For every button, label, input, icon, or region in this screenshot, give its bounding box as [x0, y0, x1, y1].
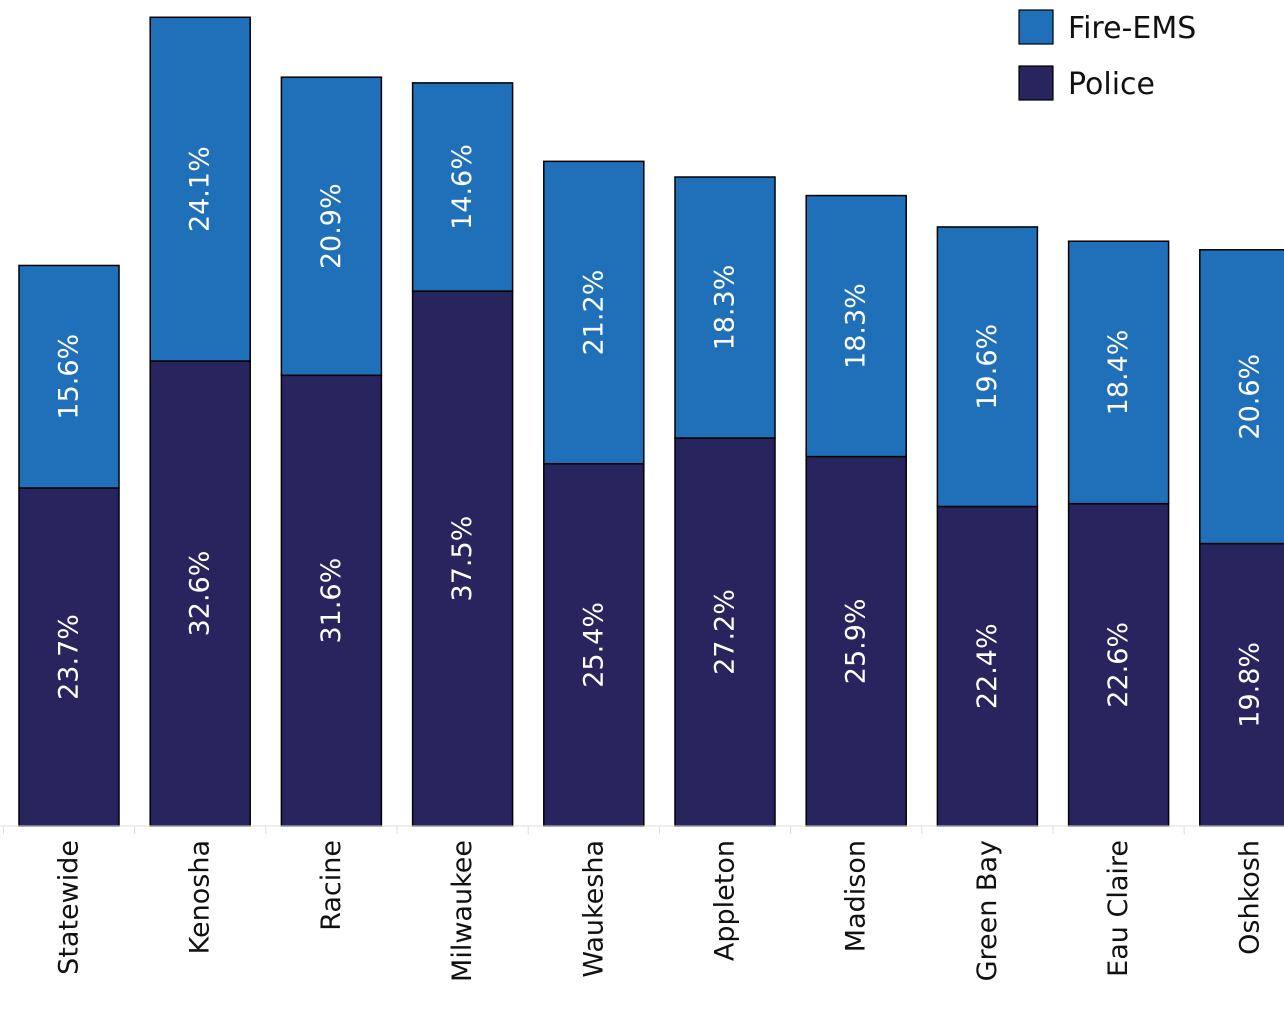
legend: Fire-EMS Police — [1018, 9, 1196, 102]
data-label-fire-ems-statewide: 15.6% — [54, 334, 85, 420]
tick-group — [2, 826, 1185, 834]
bar-fire-ems-racine — [280, 76, 383, 377]
data-label-police-oshkosh: 19.8% — [1234, 642, 1265, 728]
bar-group: 23.7% 15.6% 32.6% 24.1% 31.6% 20.9% 37.5% 14.6%… — [18, 16, 1284, 827]
legend-label-police: Police — [1068, 67, 1155, 102]
x-tick-label-kenosha: Kenosha — [185, 840, 216, 954]
bar-fire-ems-waukesha — [543, 160, 645, 465]
data-label-police-appleton: 27.2% — [710, 589, 741, 675]
data-label-fire-ems-green-bay: 19.6% — [972, 324, 1003, 410]
legend-swatch-police — [1018, 65, 1054, 101]
category-label-group: Statewide Kenosha Racine Milwaukee Waukesha A… — [54, 840, 1266, 982]
x-tick-label-waukesha: Waukesha — [578, 840, 609, 978]
bar-police-oshkosh — [1199, 542, 1284, 827]
bar-police-appleton — [674, 437, 776, 827]
data-label-police-green-bay: 22.4% — [972, 623, 1003, 709]
bar-police-green-bay — [936, 505, 1039, 827]
data-label-police-kenosha: 32.6% — [185, 551, 216, 637]
x-tick-label-eau-claire: Eau Claire — [1103, 840, 1134, 977]
bar-fire-ems-green-bay — [936, 226, 1039, 508]
legend-swatch-fire-ems — [1018, 9, 1054, 45]
bar-fire-ems-oshkosh — [1199, 249, 1284, 545]
data-label-fire-ems-madison: 18.3% — [841, 283, 872, 369]
data-label-fire-ems-milwaukee: 14.6% — [447, 144, 478, 230]
bar-police-racine — [280, 374, 383, 827]
data-label-fire-ems-racine: 20.9% — [316, 183, 347, 269]
data-label-fire-ems-oshkosh: 20.6% — [1234, 354, 1265, 440]
x-tick-label-appleton: Appleton — [710, 840, 741, 961]
data-label-police-racine: 31.6% — [316, 558, 347, 644]
x-tick-label-milwaukee: Milwaukee — [447, 840, 478, 982]
x-tick-label-oshkosh: Oshkosh — [1234, 840, 1265, 955]
bar-police-eau-claire — [1067, 502, 1170, 827]
x-tick-label-racine: Racine — [316, 840, 347, 931]
bar-fire-ems-statewide — [18, 264, 120, 489]
x-tick-label-green-bay: Green Bay — [972, 840, 1003, 981]
x-tick-label-madison: Madison — [841, 840, 872, 952]
bar-fire-ems-madison — [805, 194, 907, 458]
data-label-police-waukesha: 25.4% — [578, 602, 609, 688]
bar-fire-ems-milwaukee — [411, 82, 514, 292]
data-label-fire-ems-appleton: 18.3% — [710, 265, 741, 351]
data-label-police-milwaukee: 37.5% — [447, 516, 478, 602]
bar-fire-ems-appleton — [674, 176, 776, 439]
data-label-police-statewide: 23.7% — [54, 614, 85, 700]
bar-fire-ems-eau-claire — [1067, 240, 1170, 505]
bar-police-madison — [805, 455, 907, 827]
data-label-fire-ems-waukesha: 21.2% — [578, 270, 609, 356]
x-tick-label-statewide: Statewide — [54, 840, 85, 975]
bar-police-statewide — [18, 487, 120, 827]
data-label-fire-ems-kenosha: 24.1% — [185, 146, 216, 232]
data-label-police-madison: 25.9% — [841, 598, 872, 684]
data-label-fire-ems-eau-claire: 18.4% — [1103, 330, 1134, 416]
bar-fire-ems-kenosha — [149, 16, 251, 362]
data-label-police-eau-claire: 22.6% — [1103, 622, 1134, 708]
legend-label-fire-ems: Fire-EMS — [1068, 11, 1196, 46]
